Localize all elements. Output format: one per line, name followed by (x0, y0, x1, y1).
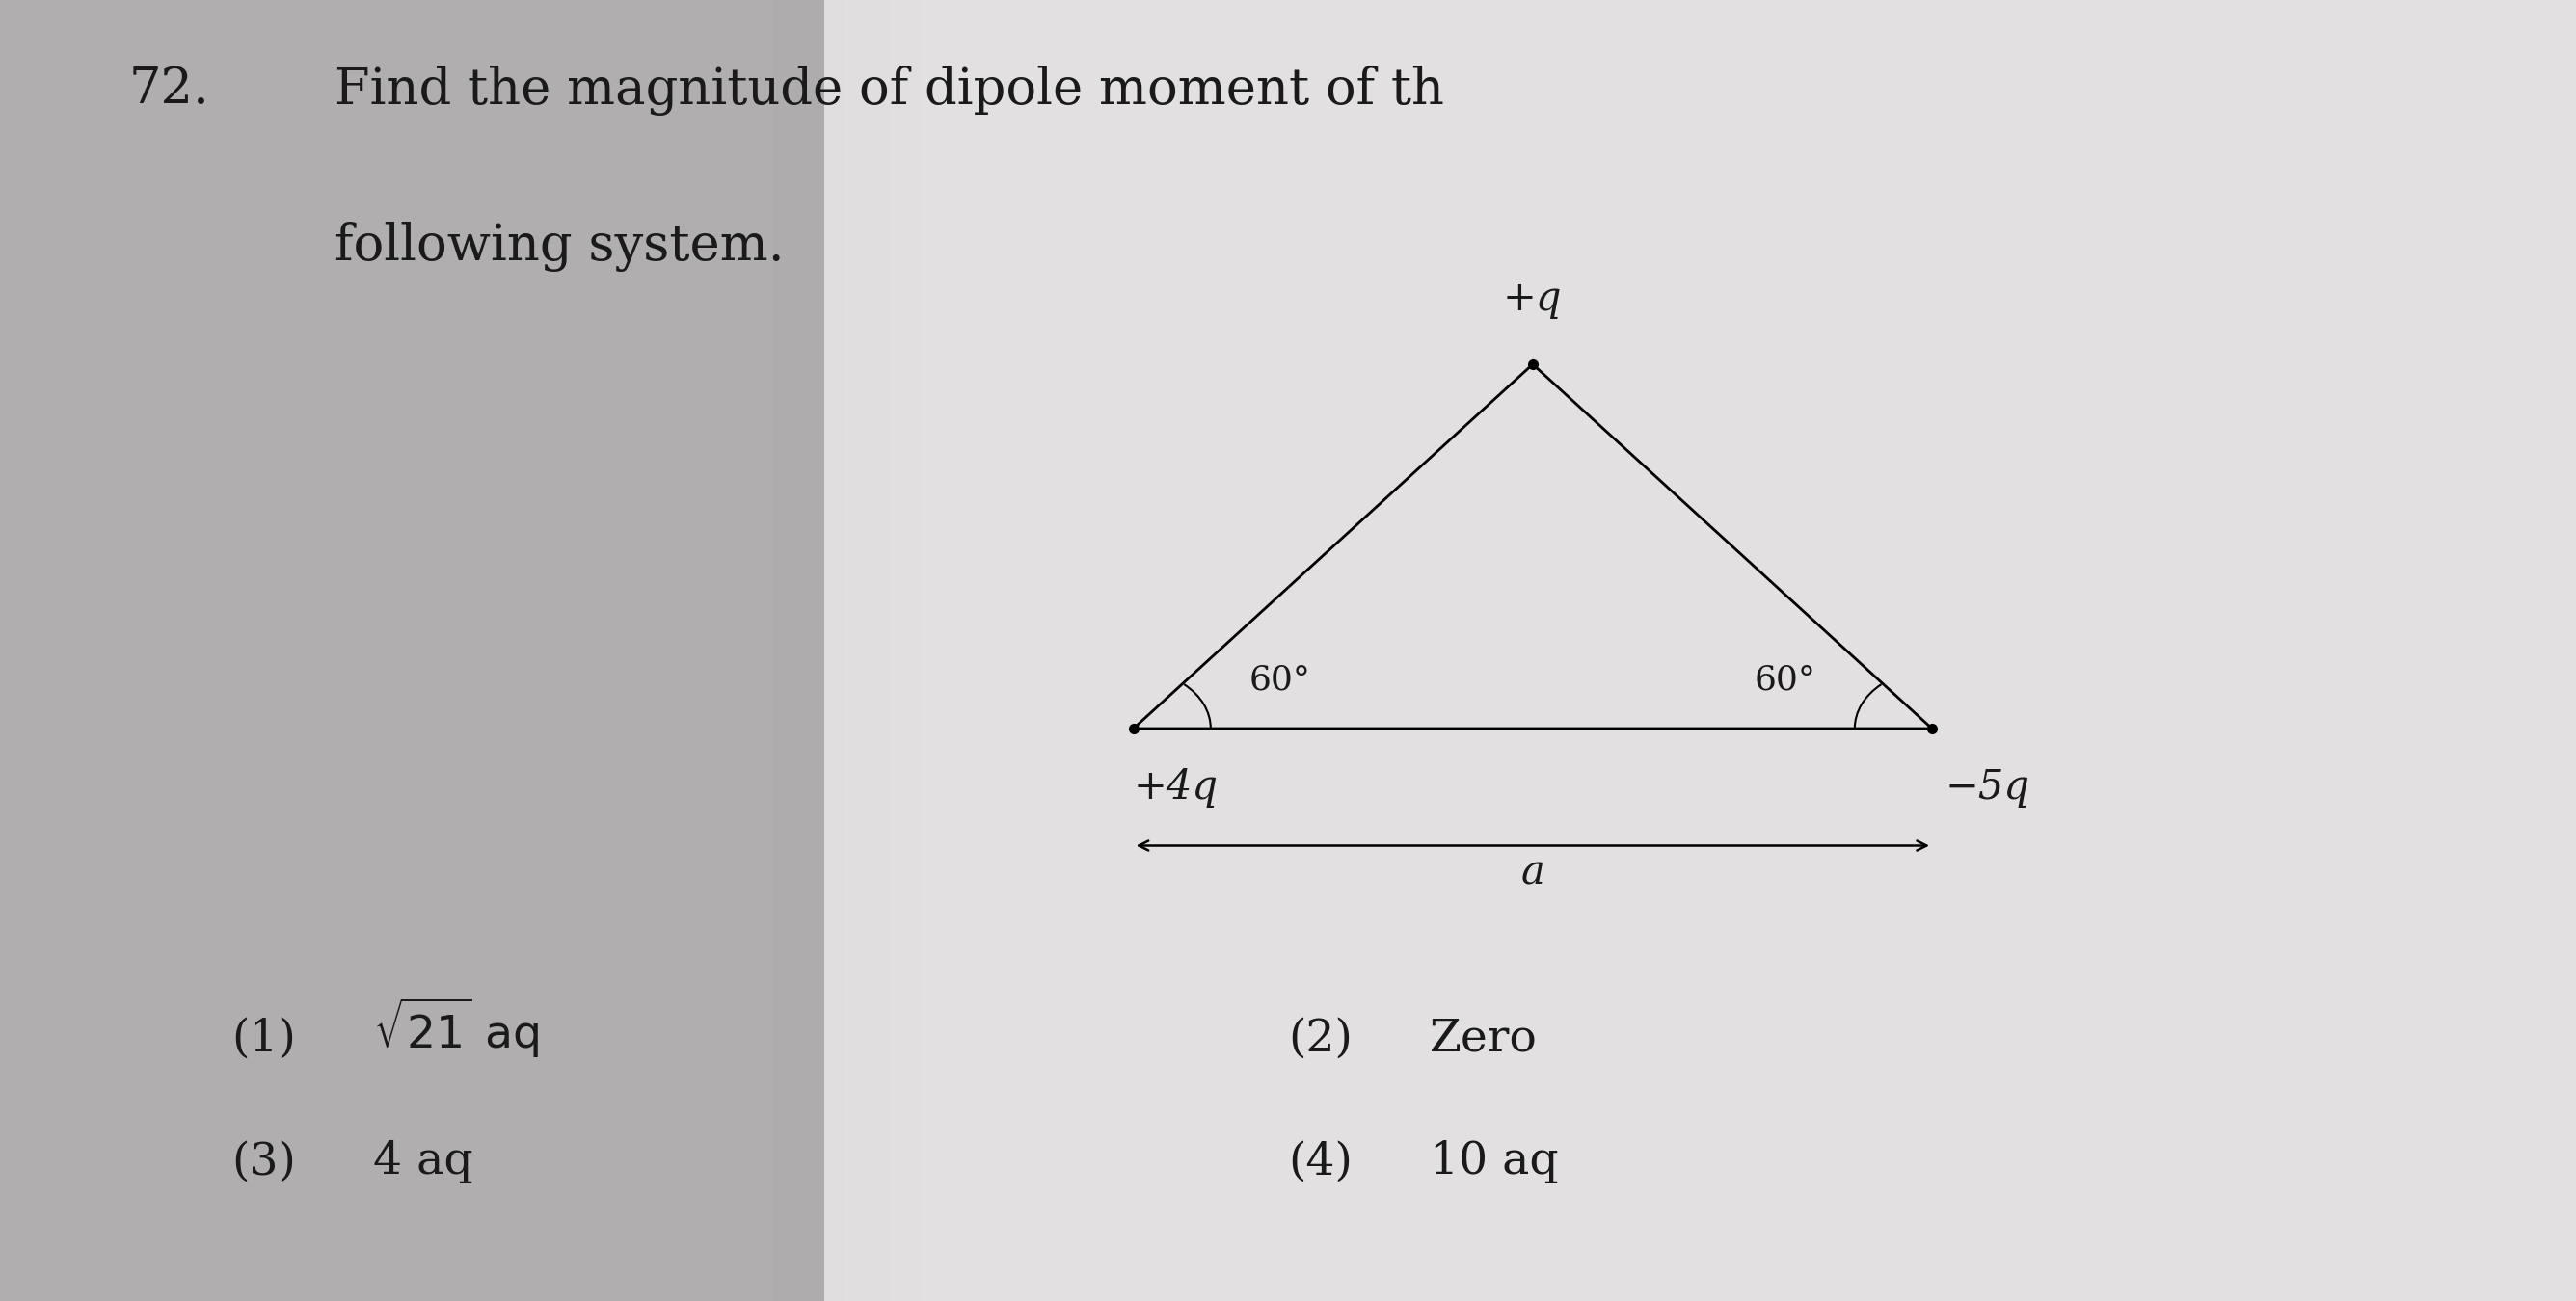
Text: Zero: Zero (1430, 1016, 1538, 1060)
Text: (3): (3) (232, 1140, 296, 1184)
Text: 72.: 72. (129, 65, 209, 114)
Text: +4q: +4q (1133, 768, 1218, 808)
Text: (1): (1) (232, 1016, 296, 1060)
FancyBboxPatch shape (824, 0, 2576, 1301)
Text: 60°: 60° (1249, 664, 1311, 696)
Text: (4): (4) (1288, 1140, 1352, 1184)
Text: Find the magnitude of dipole moment of th: Find the magnitude of dipole moment of t… (335, 65, 1445, 116)
Text: (2): (2) (1288, 1016, 1352, 1060)
Text: 10 aq: 10 aq (1430, 1140, 1558, 1184)
Text: 4 aq: 4 aq (374, 1140, 474, 1184)
Text: following system.: following system. (335, 221, 786, 272)
Text: +q: +q (1502, 278, 1564, 319)
FancyBboxPatch shape (0, 0, 824, 1301)
Text: $\sqrt{21}$ aq: $\sqrt{21}$ aq (374, 995, 538, 1060)
Text: a: a (1520, 852, 1546, 892)
Text: −5q: −5q (1945, 768, 2030, 808)
Text: 60°: 60° (1754, 664, 1816, 696)
